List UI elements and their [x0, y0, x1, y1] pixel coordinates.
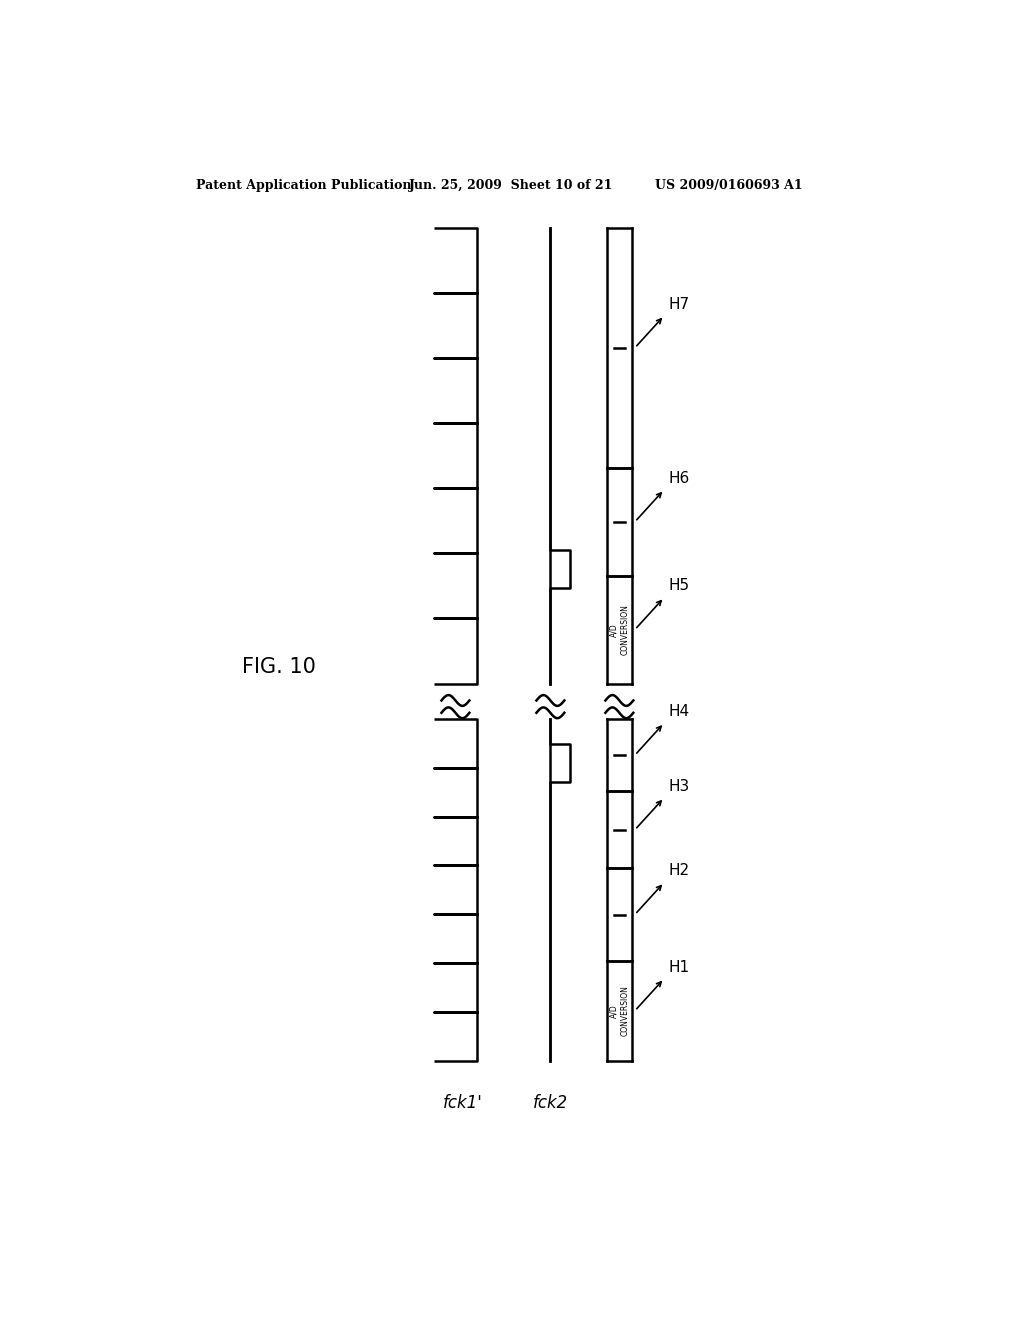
Text: H3: H3 [669, 779, 690, 793]
Text: H5: H5 [669, 578, 690, 594]
Text: US 2009/0160693 A1: US 2009/0160693 A1 [655, 178, 803, 191]
Text: H4: H4 [669, 704, 690, 719]
Text: Jun. 25, 2009  Sheet 10 of 21: Jun. 25, 2009 Sheet 10 of 21 [409, 178, 613, 191]
Text: H1: H1 [669, 960, 690, 974]
Text: H6: H6 [669, 471, 690, 486]
Text: fck2: fck2 [532, 1094, 568, 1113]
Text: FIG. 10: FIG. 10 [243, 656, 316, 677]
Text: Patent Application Publication: Patent Application Publication [197, 178, 412, 191]
Text: A/D
CONVERSION: A/D CONVERSION [609, 605, 630, 655]
Text: H7: H7 [669, 297, 690, 312]
Text: A/D
CONVERSION: A/D CONVERSION [609, 985, 630, 1036]
Text: fck1': fck1' [442, 1094, 482, 1113]
Text: H2: H2 [669, 863, 690, 878]
